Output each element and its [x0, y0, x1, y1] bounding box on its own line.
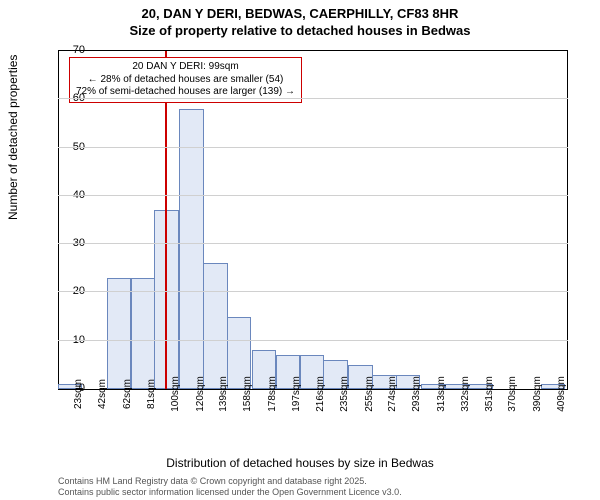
gridline [58, 98, 568, 99]
histogram-bar [179, 109, 203, 389]
x-tick-label: 100sqm [170, 376, 181, 412]
x-axis-label: Distribution of detached houses by size … [0, 456, 600, 470]
gridline [58, 195, 568, 196]
gridline [58, 291, 568, 292]
info-line3: 72% of semi-detached houses are larger (… [76, 86, 295, 99]
x-tick-label: 216sqm [315, 376, 326, 412]
y-axis-label: Number of detached properties [6, 55, 20, 220]
info-line2: ← 28% of detached houses are smaller (54… [76, 74, 295, 87]
x-tick-label: 178sqm [267, 376, 278, 412]
x-tick-label: 351sqm [484, 376, 495, 412]
footer-line2: Contains public sector information licen… [58, 487, 402, 498]
x-tick-label: 62sqm [122, 379, 133, 409]
x-tick-label: 23sqm [73, 379, 84, 409]
footer-line1: Contains HM Land Registry data © Crown c… [58, 476, 402, 487]
histogram-bar [203, 263, 227, 389]
histogram-bar [107, 278, 131, 389]
gridline [58, 243, 568, 244]
x-tick-label: 42sqm [97, 379, 108, 409]
footer-text: Contains HM Land Registry data © Crown c… [58, 476, 402, 498]
histogram-bar [131, 278, 155, 389]
y-tick-label: 70 [73, 44, 85, 56]
chart-title-line1: 20, DAN Y DERI, BEDWAS, CAERPHILLY, CF83… [0, 0, 600, 23]
x-tick-label: 158sqm [242, 376, 253, 412]
x-tick-label: 120sqm [195, 376, 206, 412]
x-tick-label: 139sqm [218, 376, 229, 412]
x-tick-label: 390sqm [532, 376, 543, 412]
gridline [58, 147, 568, 148]
x-tick-label: 235sqm [339, 376, 350, 412]
x-tick-label: 332sqm [460, 376, 471, 412]
x-tick-label: 409sqm [556, 376, 567, 412]
x-tick-label: 274sqm [387, 376, 398, 412]
x-tick-label: 293sqm [411, 376, 422, 412]
x-tick-label: 370sqm [507, 376, 518, 412]
gridline [58, 340, 568, 341]
x-tick-label: 81sqm [146, 379, 157, 409]
reference-info-box: 20 DAN Y DERI: 99sqm ← 28% of detached h… [69, 57, 302, 103]
chart-title-line2: Size of property relative to detached ho… [0, 23, 600, 38]
x-tick-label: 255sqm [364, 376, 375, 412]
x-tick-label: 313sqm [436, 376, 447, 412]
x-tick-label: 197sqm [291, 376, 302, 412]
chart-container: 20, DAN Y DERI, BEDWAS, CAERPHILLY, CF83… [0, 0, 600, 500]
info-line1: 20 DAN Y DERI: 99sqm [76, 61, 295, 74]
